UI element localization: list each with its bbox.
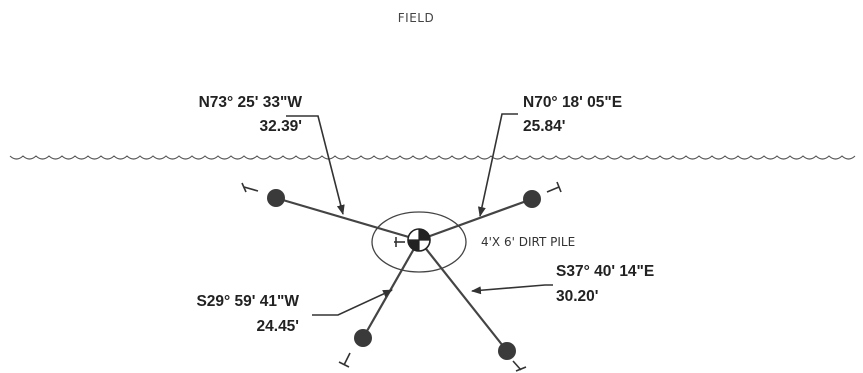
leader-se [471, 284, 553, 295]
leader-lines [286, 113, 553, 316]
reference-point-se [498, 342, 516, 360]
tie-sw-bearing: S29° 59' 41"W [196, 293, 299, 310]
tie-se-bearing: S37° 40' 14"E [556, 263, 654, 280]
tie-sw-distance: 24.45' [257, 318, 299, 335]
leader-ne [477, 113, 518, 217]
leader-sw [312, 289, 393, 316]
reference-point-nw [267, 189, 285, 207]
tie-ne-bearing: N70° 18' 05"E [523, 94, 622, 111]
leader-nw [286, 115, 345, 215]
tie-lines [275, 196, 533, 352]
tie-ne-distance: 25.84' [523, 118, 565, 135]
tie-line-nw [275, 196, 420, 242]
tie-nw-distance: 32.39' [260, 118, 302, 135]
tie-se-distance: 30.20' [556, 288, 598, 305]
tack-icon-ne [546, 181, 562, 193]
tack-symbols [241, 181, 562, 372]
tree-line [9, 155, 856, 160]
tie-line-ne [418, 197, 533, 242]
tie-line-se [418, 239, 508, 352]
reference-point-sw [354, 329, 372, 347]
tack-icon-sw [338, 352, 351, 368]
tack-icon-nw [241, 182, 259, 193]
reference-point-ne [523, 190, 541, 208]
tack-icon-center [394, 237, 405, 247]
tie-nw-bearing: N73° 25' 33"W [199, 94, 303, 111]
dirt-pile-ellipse [371, 211, 467, 273]
dirt-pile-label: 4'X 6' DIRT PILE [481, 235, 575, 249]
tie-line-sw [362, 239, 420, 339]
field-label: FIELD [398, 11, 434, 25]
survey-monument-icon [407, 228, 431, 252]
tack-icon-se [512, 360, 527, 372]
